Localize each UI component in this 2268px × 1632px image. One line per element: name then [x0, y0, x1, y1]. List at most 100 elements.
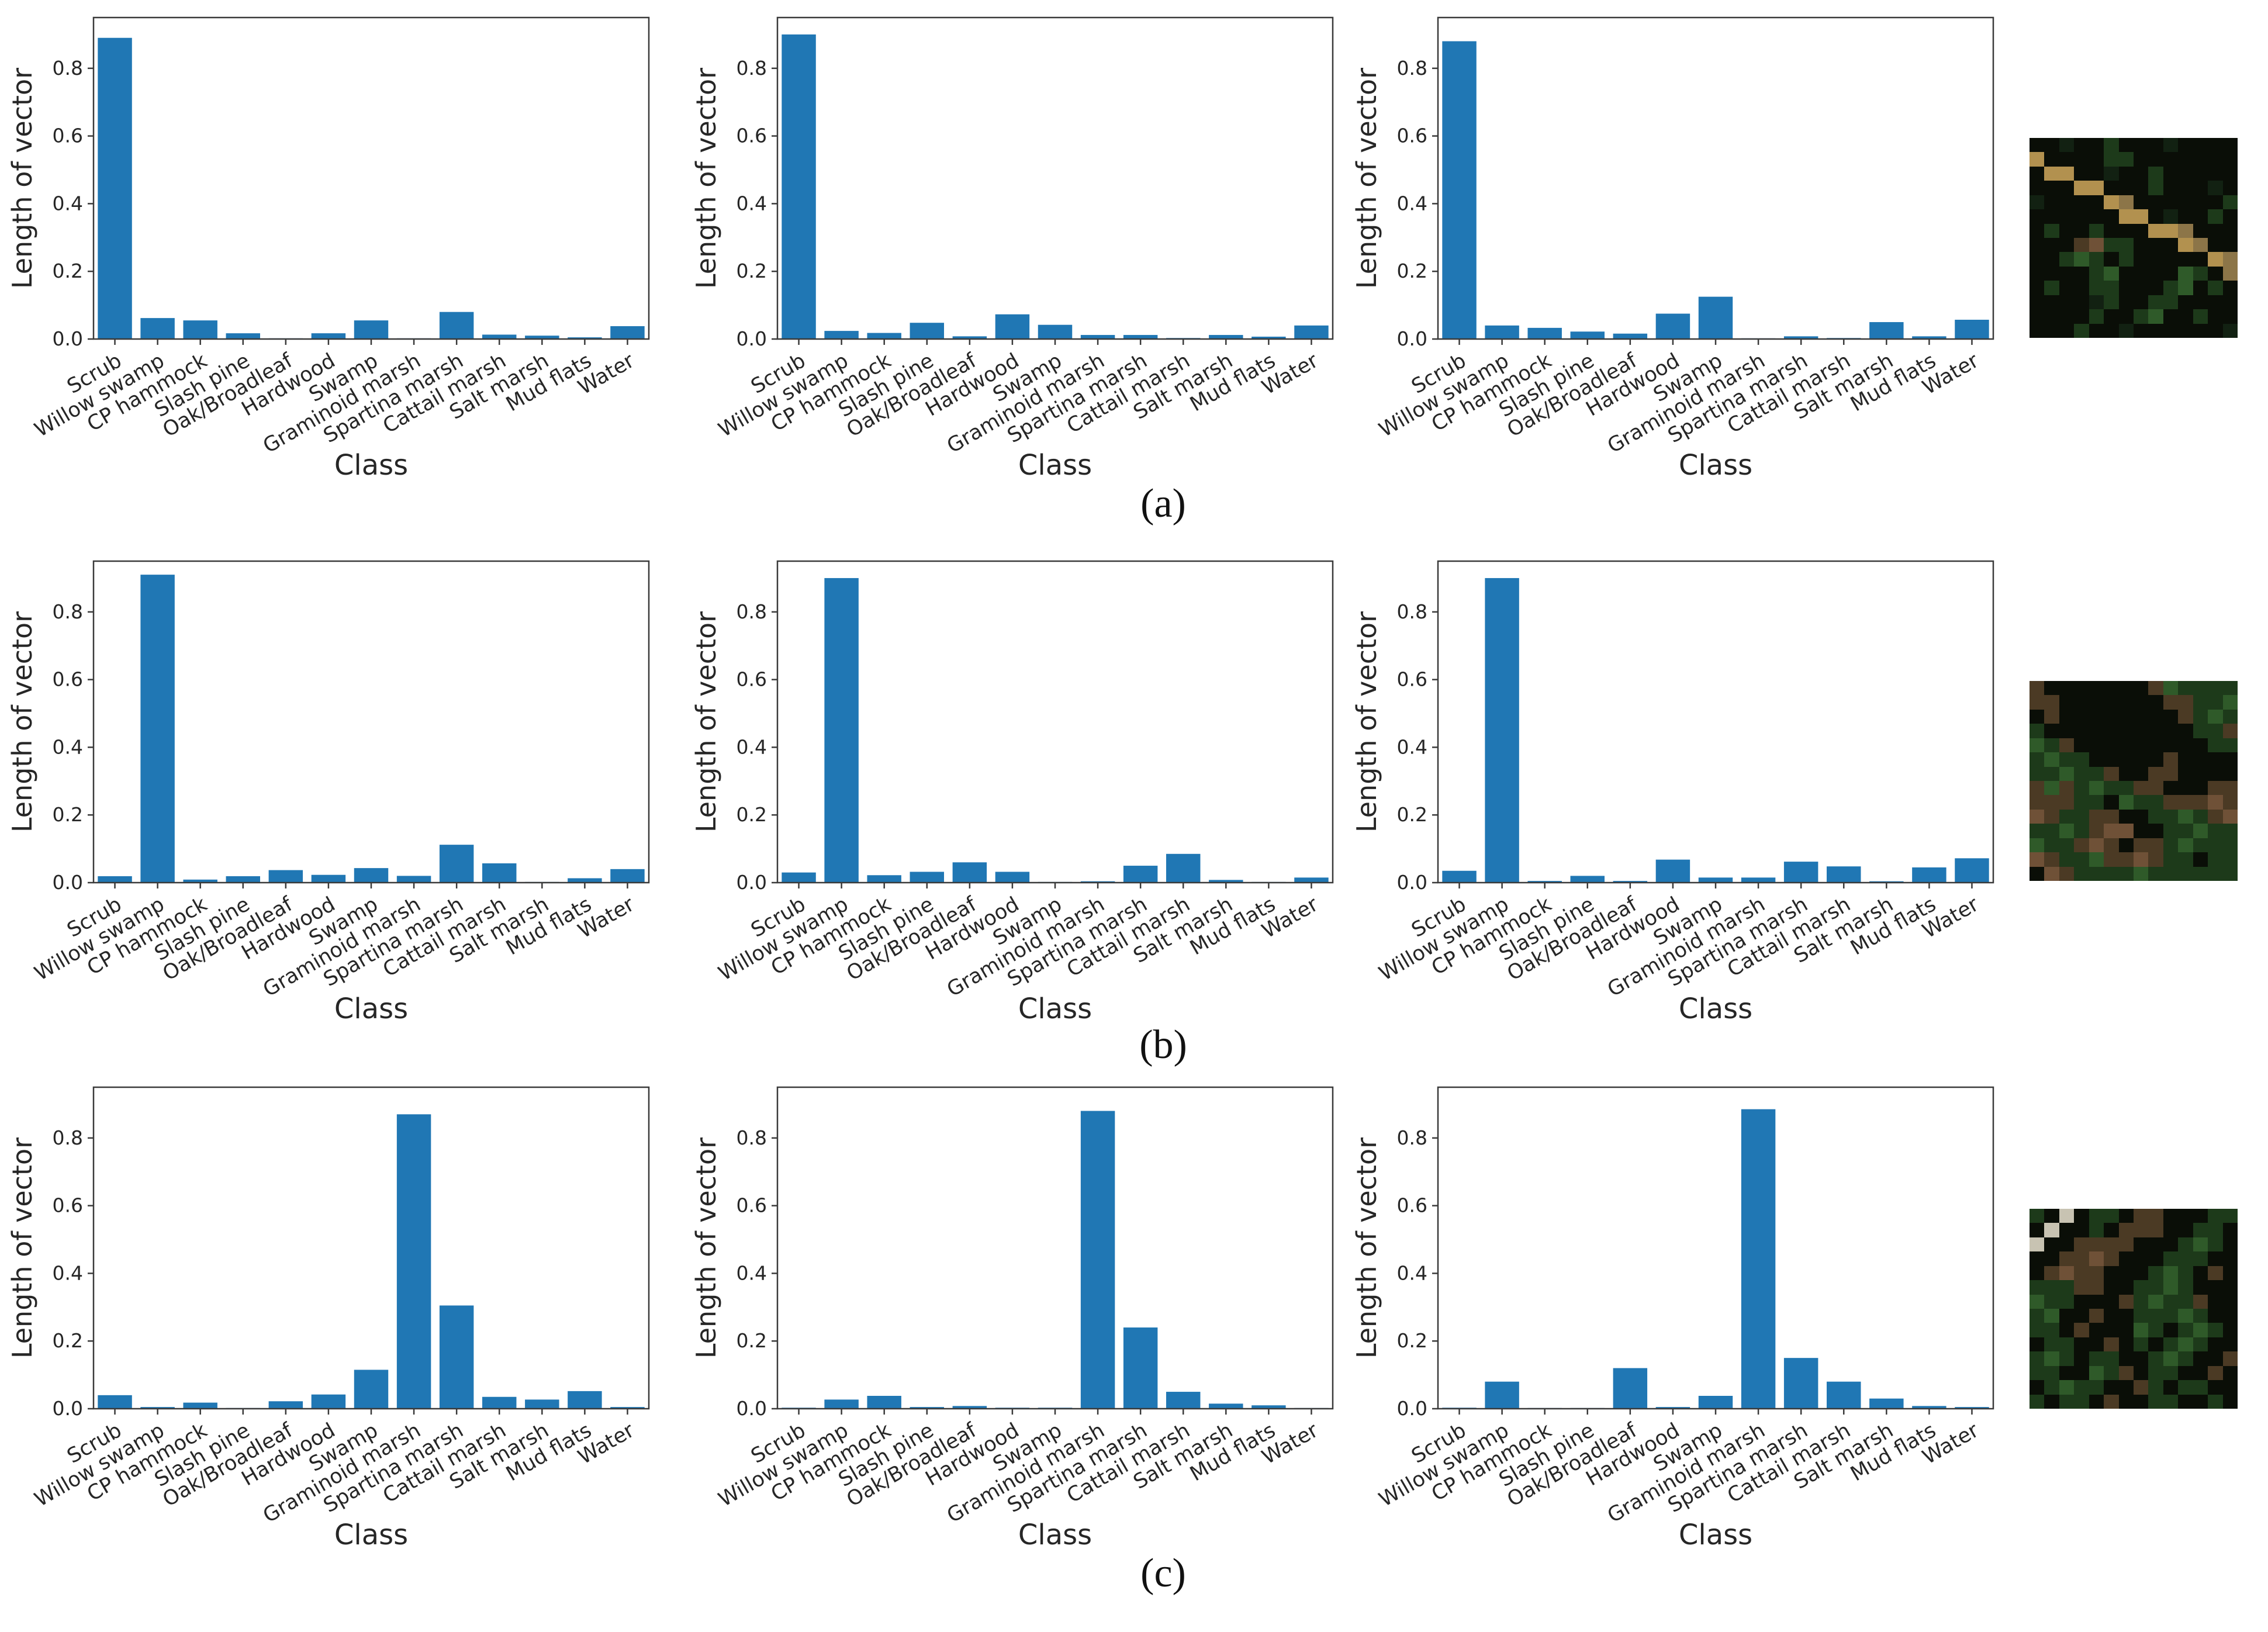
patch-pixel: [2059, 838, 2075, 853]
patch-pixel: [2059, 1266, 2075, 1281]
patch-pixel: [2118, 866, 2134, 881]
bar-cp-hammock: [1527, 881, 1562, 883]
bar-hardwood: [311, 874, 346, 883]
bar-spartina-marsh: [1783, 336, 1818, 339]
patch-pixel: [2208, 166, 2223, 181]
patch-pixel: [2148, 195, 2163, 210]
patch-pixel: [2044, 252, 2059, 267]
patch-pixel: [2208, 781, 2223, 796]
row-caption-a: (a): [1140, 481, 1186, 526]
patch-pixel: [2059, 1351, 2075, 1366]
patch-pixel: [2222, 781, 2238, 796]
patch-pixel: [2222, 766, 2238, 781]
patch-pixel: [2044, 238, 2059, 253]
patch-pixel: [2089, 1351, 2104, 1366]
patch-pixel: [2222, 681, 2238, 696]
patch-pixel: [2118, 695, 2134, 710]
patch-pixel: [2074, 824, 2089, 838]
patch-pixel: [2208, 1251, 2223, 1266]
patch-pixel: [2134, 809, 2149, 824]
patch-pixel: [2118, 323, 2134, 338]
patch-pixel: [2089, 852, 2104, 867]
patch-pixel: [2059, 1237, 2075, 1252]
plot-border: [1437, 560, 1994, 884]
patch-pixel: [2074, 223, 2089, 238]
patch-pixel: [2148, 281, 2163, 295]
patch-pixel: [2044, 1380, 2059, 1395]
plot-border: [776, 16, 1334, 340]
y-tick-label: 0.8: [1397, 600, 1427, 623]
patch-pixel: [2044, 195, 2059, 210]
patch-pixel: [2134, 1323, 2149, 1337]
patch-pixel: [2118, 766, 2134, 781]
patch-pixel: [2030, 809, 2045, 824]
patch-pixel: [2222, 1351, 2238, 1366]
patch-pixel: [2134, 266, 2149, 281]
patch-pixel: [2193, 223, 2208, 238]
patch-pixel: [2030, 195, 2045, 210]
patch-pixel: [2104, 809, 2119, 824]
patch-pixel: [2134, 138, 2149, 153]
patch-pixel: [2089, 766, 2104, 781]
patch-pixel: [2134, 309, 2149, 324]
patch-pixel: [2074, 1294, 2089, 1309]
bar-water: [1955, 858, 1989, 883]
y-tick-label: 0.8: [1397, 1126, 1427, 1149]
y-tick-label: 0.2: [737, 260, 767, 282]
bar-graminoid-marsh: [1080, 335, 1115, 339]
patch-pixel: [2134, 323, 2149, 338]
patch-pixel: [2163, 238, 2179, 253]
patch-pixel: [2163, 252, 2179, 267]
patch-pixel: [2134, 681, 2149, 696]
patch-pixel: [2044, 1394, 2059, 1409]
patch-pixel: [2118, 1380, 2134, 1395]
y-tick-label: 0.0: [1397, 327, 1427, 350]
patch-pixel: [2178, 866, 2193, 881]
patch-pixel: [2059, 223, 2075, 238]
patch-pixel: [2118, 809, 2134, 824]
bar-slash-pine: [226, 333, 260, 339]
patch-pixel: [2059, 738, 2075, 753]
patch-pixel: [2163, 1266, 2179, 1281]
patch-pixel: [2193, 1365, 2208, 1381]
patch-pixel: [2222, 238, 2238, 253]
patch-pixel: [2222, 1365, 2238, 1381]
patch-pixel: [2134, 1251, 2149, 1266]
patch-pixel: [2134, 238, 2149, 253]
patch-pixel: [2030, 852, 2045, 867]
bar-water: [610, 869, 645, 883]
bar-water: [1955, 320, 1989, 339]
bar-salt-marsh: [525, 1399, 559, 1409]
patch-pixel: [2148, 1266, 2163, 1281]
patch-pixel: [2074, 1351, 2089, 1366]
patch-pixel: [2044, 295, 2059, 310]
plot-border: [92, 1086, 650, 1410]
patch-pixel: [2222, 866, 2238, 881]
bar-cp-hammock: [867, 1396, 901, 1409]
patch-pixel: [2222, 809, 2238, 824]
bar-water: [610, 1407, 645, 1409]
patch-pixel: [2178, 138, 2193, 153]
bar-willow-swamp: [140, 575, 175, 883]
patch-pixel: [2089, 195, 2104, 210]
patch-pixel: [2104, 1365, 2119, 1381]
patch-pixel: [2193, 695, 2208, 710]
patch-pixel: [2044, 181, 2059, 195]
patch-pixel: [2208, 766, 2223, 781]
patch-pixel: [2134, 1294, 2149, 1309]
patch-pixel: [2208, 1309, 2223, 1323]
patch-pixel: [2059, 1365, 2075, 1381]
patch-pixel: [2208, 309, 2223, 324]
patch-pixel: [2059, 724, 2075, 738]
patch-pixel: [2104, 738, 2119, 753]
patch-pixel: [2178, 1280, 2193, 1295]
patch-pixel: [2104, 1266, 2119, 1281]
plot-border: [92, 16, 650, 340]
patch-pixel: [2178, 795, 2193, 810]
patch-pixel: [2208, 1380, 2223, 1395]
y-tick-label: 0.2: [1397, 803, 1427, 826]
patch-pixel: [2208, 795, 2223, 810]
patch-pixel: [2148, 309, 2163, 324]
